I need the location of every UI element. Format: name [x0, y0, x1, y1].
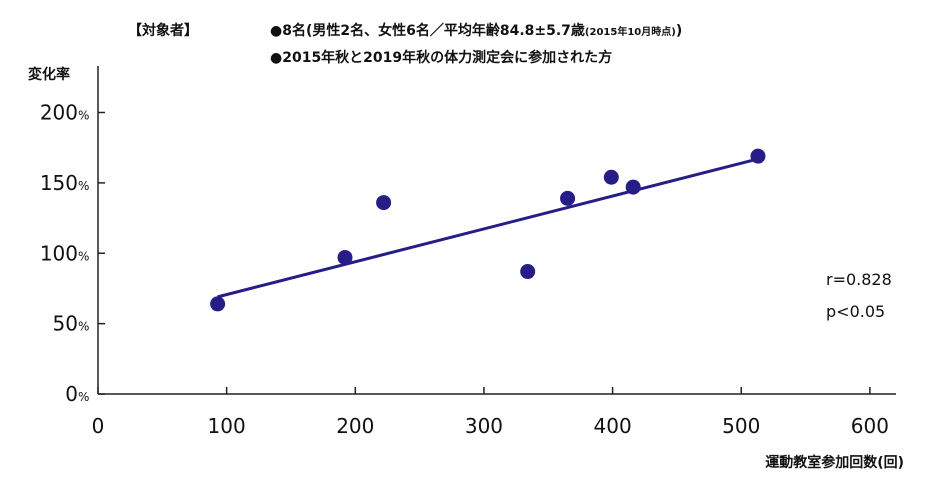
- y-tick-percent: %: [78, 390, 89, 404]
- y-tick-label: 50: [53, 312, 78, 336]
- x-tick-label: 100: [208, 414, 246, 438]
- y-tick-label: 0: [65, 382, 78, 406]
- x-tick-label: 500: [722, 414, 760, 438]
- subjects-line-2: ●2015年秋と2019年秋の体力測定会に参加された方: [270, 50, 613, 66]
- trend-line: [217, 157, 759, 299]
- subjects-line-1: ●8名(男性2名、女性6名／平均年齢84.8±5.7歳(2015年10月時点)): [270, 20, 682, 40]
- subjects-line-1-main: ●8名(男性2名、女性6名／平均年齢84.8±5.7歳: [270, 23, 585, 39]
- x-tick-label: 200: [336, 414, 374, 438]
- subjects-label: 【対象者】: [128, 23, 198, 39]
- data-point: [376, 195, 392, 211]
- x-tick-label: 600: [851, 414, 889, 438]
- data-point: [520, 264, 536, 280]
- y-tick-label: 100: [40, 241, 78, 265]
- x-axis-label: 運動教室参加回数(回): [765, 455, 904, 471]
- data-point: [210, 296, 226, 312]
- y-tick-percent: %: [78, 320, 89, 334]
- p-value: p<0.05: [826, 302, 886, 321]
- x-tick-label: 0: [92, 414, 105, 438]
- data-point: [750, 148, 766, 164]
- data-point: [625, 179, 641, 195]
- subjects-line-1-note: (2015年10月時点): [584, 27, 676, 38]
- y-tick-percent: %: [78, 179, 89, 193]
- y-tick-label: 150: [40, 171, 78, 195]
- data-point: [603, 169, 619, 185]
- y-tick-label: 200: [40, 101, 78, 125]
- y-tick-percent: %: [78, 249, 89, 263]
- y-axis-label: 変化率: [28, 67, 70, 83]
- x-tick-label: 300: [465, 414, 503, 438]
- y-tick-percent: %: [78, 109, 89, 123]
- data-point: [560, 190, 576, 206]
- x-tick-label: 400: [594, 414, 632, 438]
- correlation-coefficient: r=0.828: [826, 270, 892, 289]
- subjects-line-1-close: ): [675, 23, 683, 39]
- data-point: [337, 249, 353, 265]
